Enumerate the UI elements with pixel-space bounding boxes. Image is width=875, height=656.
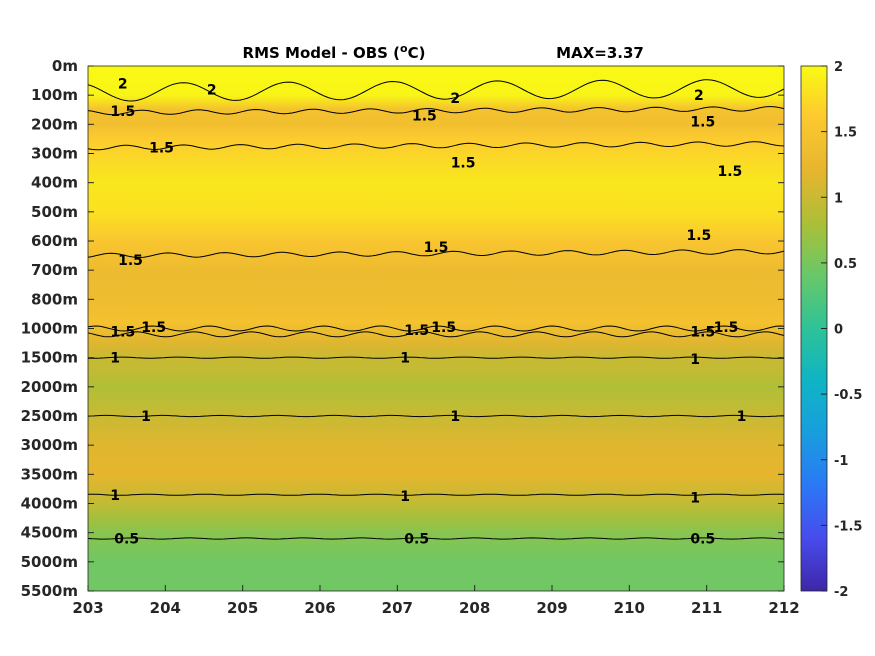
contour-line	[87, 331, 785, 338]
x-tick-label: 205	[227, 599, 258, 617]
contour-line	[87, 106, 785, 116]
contour-label: 1.5	[686, 228, 711, 244]
colorbar-tick-label: -2	[834, 585, 848, 600]
heatmap-plot: 2 22 21.5 1.5 1.51.51.51.51.51.51.51.5 1.5 1.5…	[87, 65, 785, 592]
contour-label: 2	[450, 91, 460, 107]
y-tick-label: 2500m	[21, 407, 78, 425]
y-tick-label: 3000m	[21, 436, 78, 454]
contour-label: 1.5	[690, 114, 715, 130]
contour-label: 1.5	[141, 320, 166, 336]
colorbar-tick-label: 1.5	[834, 126, 857, 141]
y-tick-label: 5000m	[21, 553, 78, 571]
y-tick-label: 5500m	[21, 582, 78, 600]
colorbar-tick-label: -0.5	[834, 388, 862, 403]
contour-label: 1	[110, 488, 120, 504]
contour-label: 0.5	[404, 532, 429, 548]
x-tick-label: 206	[304, 599, 335, 617]
contour-labels: 2 22 21.5 1.5 1.51.51.51.51.51.51.51.5 1.5 1.5…	[110, 77, 746, 548]
contour-label: 1	[400, 489, 410, 505]
x-tick-label: 212	[768, 599, 799, 617]
contour-label: 1.5	[690, 324, 715, 340]
contour-label: 1	[450, 409, 460, 425]
y-tick-label: 2000m	[21, 378, 78, 396]
contour-label: 1.5	[424, 240, 449, 256]
contour-label: 1	[110, 351, 120, 367]
y-tick-label: 300m	[31, 145, 78, 163]
x-tick-label: 203	[72, 599, 103, 617]
contour-label: 1.5	[404, 323, 429, 339]
contour-label: 0.5	[690, 532, 715, 548]
x-tick-label: 209	[536, 599, 567, 617]
y-tick-label: 800m	[31, 290, 78, 308]
y-tick-label: 400m	[31, 174, 78, 192]
contour-lines	[87, 79, 785, 540]
contour-line	[87, 79, 785, 102]
x-tick-label: 211	[691, 599, 722, 617]
contour-label: 1	[141, 409, 151, 425]
y-tick-label: 700m	[31, 261, 78, 279]
chart-title: RMS Model - OBS (oC)	[243, 42, 426, 62]
contour-label: 2	[207, 82, 217, 98]
contour-label: 1.5	[149, 141, 174, 157]
y-tick-label: 1000m	[21, 320, 78, 338]
colorbar-tick-label: 2	[834, 60, 843, 75]
contour-label: 1	[690, 491, 700, 507]
contour-label: 2	[118, 77, 128, 93]
y-tick-label: 4500m	[21, 524, 78, 542]
x-tick-label: 207	[382, 599, 413, 617]
colorbar: 2 1.5 1 0.5 0 -0.5 -1 -1.5 -2	[800, 60, 862, 600]
contour-line	[88, 493, 785, 496]
contour-label: 1.5	[110, 104, 135, 120]
y-axis: 0m 100m 200m 300m 400m 500m 600m 700m 800m 1000m 1…	[21, 57, 784, 600]
x-tick-label: 210	[614, 599, 645, 617]
contour-line	[87, 141, 785, 151]
contour-label: 1.5	[714, 320, 739, 336]
contour-line	[87, 537, 785, 540]
y-tick-label: 4000m	[21, 495, 78, 513]
colorbar-tick-label: 0	[834, 323, 843, 338]
y-tick-label: 1500m	[21, 349, 78, 367]
y-tick-label: 3500m	[21, 465, 78, 483]
heatmap-field	[88, 66, 784, 591]
y-tick-label: 500m	[31, 203, 78, 221]
contour-label: 1.5	[118, 253, 143, 269]
contour-label: 1.5	[412, 109, 437, 125]
contour-label: 1.5	[717, 164, 742, 180]
y-tick-label: 0m	[52, 57, 78, 75]
contour-label: 1.5	[431, 320, 456, 336]
x-tick-label: 208	[459, 599, 490, 617]
contour-label: 1	[400, 351, 410, 367]
x-tick-label: 204	[150, 599, 181, 617]
y-tick-label: 200m	[31, 115, 78, 133]
contour-label: 1	[737, 409, 747, 425]
colorbar-ticks: 2 1.5 1 0.5 0 -0.5 -1 -1.5 -2	[821, 60, 862, 600]
contour-label: 2	[694, 88, 704, 104]
colorbar-tick-label: 1	[834, 191, 843, 206]
y-tick-label: 600m	[31, 232, 78, 250]
contour-line	[87, 249, 785, 259]
y-tick-label: 100m	[31, 86, 78, 104]
contour-label: 1.5	[110, 324, 135, 340]
contour-label: 1	[690, 352, 700, 368]
colorbar-tick-label: 0.5	[834, 257, 857, 272]
colorbar-tick-label: -1.5	[834, 519, 862, 534]
colorbar-tick-label: -1	[834, 454, 848, 469]
contour-line	[87, 414, 785, 418]
contour-label: 1.5	[451, 155, 476, 171]
contour-line	[87, 356, 785, 359]
max-label: MAX=3.37	[556, 44, 644, 62]
x-axis: 203 204 205 206 207 208 209 210 211 212	[72, 585, 800, 617]
contour-line	[87, 325, 785, 332]
contour-label: 0.5	[114, 532, 139, 548]
